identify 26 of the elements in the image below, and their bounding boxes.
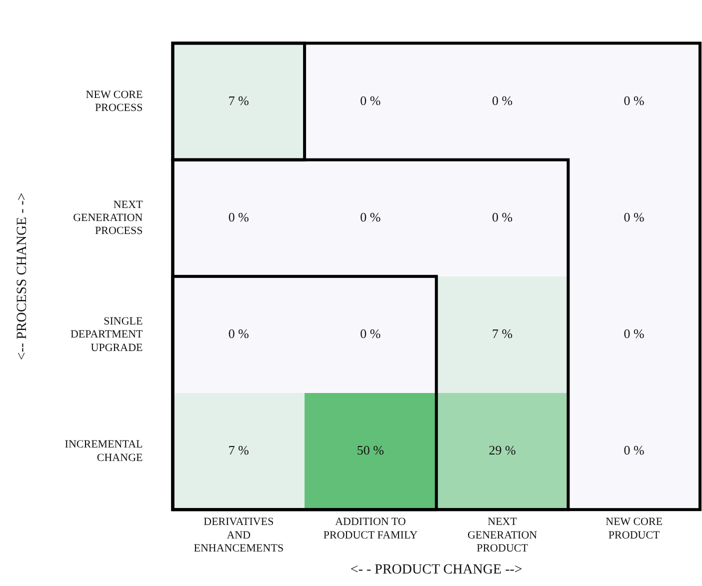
data-label: 0 % [624,210,645,225]
x-axis-title: <- - PRODUCT CHANGE --> [350,562,522,578]
y-tick-label: NEW CORE PROCESS [86,88,144,114]
data-label: 0 % [624,442,645,458]
x-tick-label: ADDITION TO PRODUCT FAMILY [323,516,418,542]
data-label: 0 % [492,210,513,225]
data-label: 0 % [360,92,381,108]
data-label: 0 % [360,210,381,225]
data-label: 7 % [492,326,513,342]
y-tick-label: NEXT GENERATION PROCESS [73,198,144,238]
data-label: 7 % [228,442,250,458]
data-label: 50 % [356,442,384,458]
data-label: 0 % [228,210,250,225]
x-tick-label: NEW CORE PRODUCT [606,516,663,542]
data-label: 0 % [624,326,645,342]
data-label: 29 % [488,442,516,458]
x-tick-label: DERIVATIVES AND ENHANCEMENTS [194,516,284,554]
x-tick-label: NEXT GENERATION PRODUCT [467,516,538,554]
y-tick-label: INCREMENTAL CHANGE [64,438,144,464]
data-label: 0 % [492,92,513,108]
y-axis-title: <-- PROCESS CHANGE - -> [15,192,30,360]
data-label: 7 % [228,92,250,108]
data-label: 0 % [624,92,645,108]
data-label: 0 % [228,326,250,342]
data-label: 0 % [360,326,381,342]
y-tick-label: SINGLE DEPARTMENT UPGRADE [70,315,144,354]
